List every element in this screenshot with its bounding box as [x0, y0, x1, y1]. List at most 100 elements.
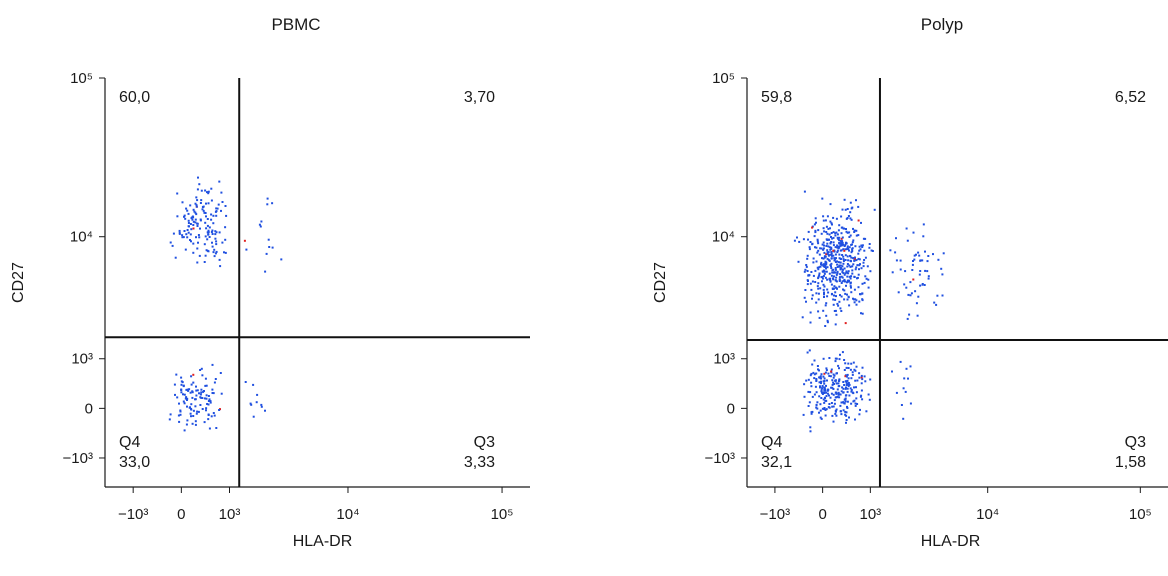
data-point: [839, 273, 842, 276]
data-point: [186, 397, 189, 400]
data-point: [924, 269, 927, 272]
data-point: [851, 206, 854, 209]
data-point: [200, 189, 203, 192]
data-point: [172, 232, 175, 235]
data-point: [179, 413, 182, 416]
data-point: [808, 246, 811, 249]
data-point: [933, 301, 936, 304]
data-point: [845, 217, 848, 220]
data-point: [809, 430, 812, 433]
data-point: [185, 233, 188, 236]
data-point: [204, 384, 207, 387]
data-point: [840, 241, 843, 244]
data-point: [852, 239, 855, 242]
data-point: [845, 384, 848, 386]
data-point: [194, 405, 197, 408]
data-point: [822, 275, 825, 277]
data-point: [834, 253, 837, 256]
data-point: [196, 389, 199, 392]
data-point: [205, 249, 208, 252]
data-point: [210, 218, 213, 221]
data-point: [175, 373, 178, 376]
pbmc-plot: PBMC −10³ 0 10³ 10⁴ 10⁵ −10³ 0 10³ 10⁴ 10⁵ HLA-DR CD…: [10, 15, 530, 550]
data-point: [831, 237, 834, 240]
data-point: [906, 317, 909, 320]
data-point: [852, 400, 855, 403]
data-point: [843, 359, 846, 361]
data-point: [808, 349, 811, 352]
data-point: [844, 400, 847, 403]
data-point: [169, 413, 172, 416]
data-point: [907, 377, 909, 380]
data-point: [218, 180, 221, 183]
data-point: [839, 242, 842, 245]
data-point: [849, 211, 852, 214]
data-point: [205, 409, 207, 412]
data-point: [839, 257, 842, 260]
data-point: [850, 256, 853, 259]
data-point: [214, 233, 217, 236]
data-point: [847, 377, 850, 380]
data-point: [220, 392, 223, 395]
data-point: [909, 402, 912, 405]
data-point: [855, 386, 857, 389]
data-point: [807, 230, 810, 233]
data-point: [169, 241, 172, 244]
data-point: [197, 410, 200, 413]
data-point: [204, 254, 207, 257]
data-point: [839, 393, 842, 396]
data-point: [841, 265, 844, 268]
data-point: [190, 415, 192, 418]
data-point: [824, 304, 827, 307]
data-point: [838, 265, 841, 268]
data-point: [194, 398, 196, 401]
data-point: [190, 383, 193, 386]
data-point: [818, 411, 820, 414]
data-point: [838, 236, 841, 239]
data-point: [198, 183, 201, 186]
data-point: [816, 266, 819, 269]
data-point: [207, 403, 210, 406]
data-point: [198, 254, 201, 257]
data-point: [908, 313, 911, 316]
data-point: [818, 266, 821, 269]
data-point: [832, 298, 835, 301]
data-point: [871, 250, 874, 252]
data-point: [863, 375, 866, 378]
data-point: [842, 243, 844, 246]
data-point: [847, 295, 850, 298]
data-point: [861, 378, 864, 381]
data-point: [207, 233, 210, 236]
data-point: [211, 229, 214, 232]
data-point: [844, 397, 847, 400]
data-point: [846, 387, 849, 390]
data-point: [858, 372, 861, 375]
data-point: [828, 233, 831, 236]
data-point: [218, 258, 221, 261]
data-point: [847, 270, 850, 273]
data-point: [850, 362, 853, 365]
data-point: [894, 251, 897, 254]
data-point: [811, 363, 814, 366]
quadrant-q2-percent: 6,52: [1115, 89, 1146, 106]
data-point: [199, 202, 202, 204]
data-point: [200, 199, 203, 202]
data-point: [862, 237, 865, 240]
data-point: [210, 231, 213, 233]
data-point: [812, 261, 815, 264]
y-tick-label: 10³: [71, 351, 93, 368]
data-point: [178, 231, 181, 234]
data-point: [835, 372, 838, 375]
data-point: [186, 209, 189, 212]
data-point: [825, 225, 828, 228]
data-point: [838, 257, 841, 260]
data-point: [839, 244, 842, 247]
data-point: [838, 285, 841, 288]
data-point: [823, 251, 826, 254]
data-point: [843, 398, 846, 401]
data-point: [835, 382, 838, 385]
data-point: [207, 250, 210, 253]
data-point: [834, 298, 837, 301]
data-point: [200, 396, 203, 399]
data-point: [835, 280, 838, 283]
